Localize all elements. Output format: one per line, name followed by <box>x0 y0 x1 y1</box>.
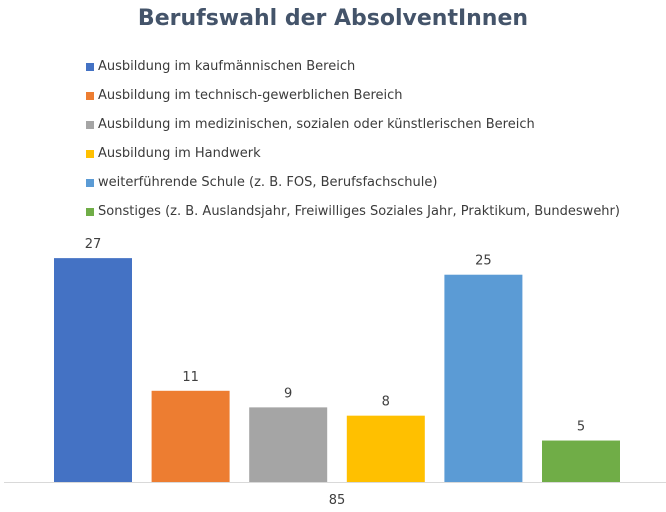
bar <box>542 440 620 482</box>
legend-swatch <box>86 120 94 129</box>
legend-item: Ausbildung im Handwerk <box>86 139 620 168</box>
legend-label: Ausbildung im technisch-gewerblichen Ber… <box>98 88 403 103</box>
legend-item: Sonstiges (z. B. Auslandsjahr, Freiwilli… <box>86 197 620 226</box>
bar <box>249 407 328 482</box>
bar <box>444 274 523 482</box>
legend-item: weiterführende Schule (z. B. FOS, Berufs… <box>86 168 620 197</box>
data-label: 9 <box>284 386 292 401</box>
legend-label: Ausbildung im kaufmännischen Bereich <box>98 59 356 74</box>
bar <box>151 390 230 482</box>
legend-label: weiterführende Schule (z. B. FOS, Berufs… <box>98 175 438 190</box>
bar <box>54 258 132 482</box>
legend-swatch <box>86 178 94 187</box>
chart-title: Berufswahl der AbsolventInnen <box>137 6 529 31</box>
legend-swatch <box>86 207 94 216</box>
data-label: 27 <box>85 237 102 252</box>
legend-swatch <box>86 62 94 71</box>
legend-swatch <box>86 91 94 100</box>
legend-item: Ausbildung im kaufmännischen Bereich <box>86 52 620 81</box>
bar <box>346 415 425 482</box>
x-tick-label: 85 <box>329 493 346 508</box>
legend-swatch <box>86 149 94 158</box>
legend: Ausbildung im kaufmännischen Bereich Ausb… <box>86 52 620 226</box>
data-label: 8 <box>382 395 390 410</box>
legend-label: Ausbildung im Handwerk <box>98 146 261 161</box>
data-label: 11 <box>182 370 199 385</box>
legend-item: Ausbildung im technisch-gewerblichen Ber… <box>86 81 620 110</box>
legend-label: Sonstiges (z. B. Auslandsjahr, Freiwilli… <box>98 204 620 219</box>
data-label: 5 <box>577 420 585 435</box>
legend-item: Ausbildung im medizinischen, sozialen od… <box>86 110 620 139</box>
data-label: 25 <box>475 254 492 269</box>
legend-label: Ausbildung im medizinischen, sozialen od… <box>98 117 535 132</box>
